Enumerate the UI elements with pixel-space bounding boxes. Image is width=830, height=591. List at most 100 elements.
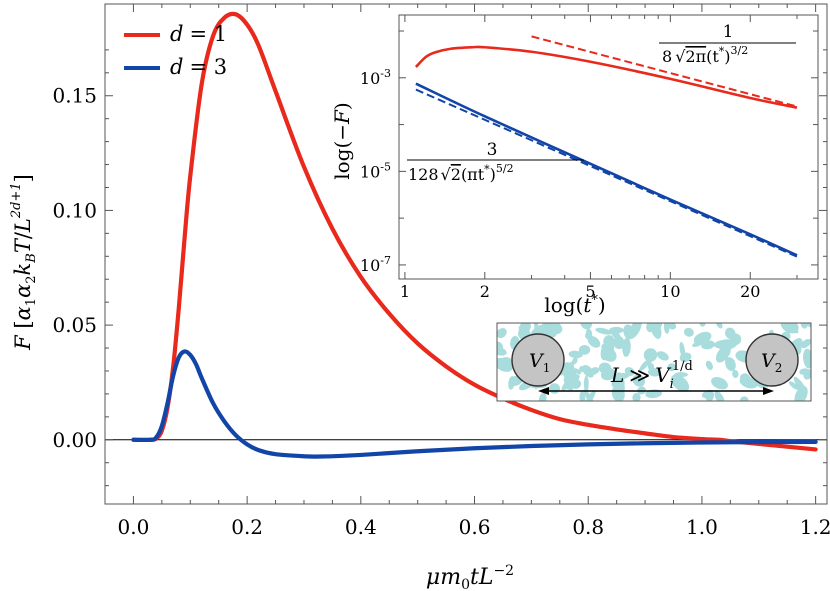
inset-y-axis-label: log(−F) (330, 102, 354, 180)
fluctuation-blob (670, 374, 690, 392)
inset-y-tick-label: 10-5 (360, 160, 391, 181)
main-x-tick-label: 0.4 (345, 515, 377, 539)
inset-d1-formula: 1 8 √2π(t*)3/2 (659, 22, 796, 66)
inset-y-tick-label: 10-7 (360, 254, 391, 275)
fluctuation-blob (800, 338, 811, 349)
fluctuation-blob (803, 348, 811, 369)
fluctuation-blob (632, 374, 646, 387)
fluctuation-blob (739, 396, 749, 401)
fluctuation-blob (533, 323, 539, 334)
inset-d1-asymptote (531, 35, 798, 108)
fluctuation-blob (667, 363, 676, 372)
fluctuation-blob (585, 331, 593, 340)
main-y-tick-label: 0.00 (52, 428, 97, 452)
fluctuation-blob (780, 323, 799, 334)
schematic: V1 V2 L ≫ Vi1/d (496, 322, 812, 402)
fluctuation-blob (565, 374, 580, 385)
fluctuation-blob (793, 376, 807, 394)
fluctuation-blob (579, 391, 586, 401)
inset-chart: 1 2 5 10 20 10-3 10-5 10-7 1 8 √2π(t*)3/2 3 128… (330, 14, 819, 317)
legend-label-d3: d = 3 (170, 55, 227, 79)
main-plot-frame (104, 3, 828, 505)
fluctuation-blob (639, 358, 651, 372)
series-d1-line (131, 11, 818, 452)
fluctuation-blob (568, 350, 583, 359)
main-x-tick-label: 0.8 (572, 515, 604, 539)
fluctuation-blob (715, 323, 723, 329)
main-y-tick-label: 0.10 (52, 198, 97, 222)
fluctuation-blob (704, 389, 715, 401)
inclusion-v2-label: V2 (761, 350, 782, 375)
fluctuation-blob (713, 339, 736, 349)
fluctuation-blob (632, 393, 641, 401)
fluctuation-blob (643, 348, 658, 362)
inclusion-v2 (745, 333, 799, 387)
main-y-tick-label: 0.05 (52, 313, 97, 337)
inset-x-axis-label: log(t*) (544, 293, 605, 317)
inset-y-ticks: 10-3 10-5 10-7 (360, 30, 818, 275)
fluctuation-blob (699, 323, 706, 327)
fluctuation-blob (574, 368, 582, 375)
fluctuation-blob (646, 323, 659, 333)
fluctuation-blob (601, 347, 617, 362)
fluctuation-blob (611, 385, 625, 401)
main-x-tick-label: 1.2 (800, 515, 830, 539)
fluctuation-blob (693, 331, 712, 345)
inclusion-v1-label: V1 (529, 350, 550, 375)
main-x-axis-label: μm0tL−2 (426, 563, 514, 591)
fluctuation-blob (788, 381, 800, 390)
fluctuation-blob (656, 351, 669, 361)
inclusion-v1 (511, 333, 565, 387)
inset-frame (398, 14, 819, 280)
main-y-tick-label: 0.15 (52, 84, 97, 108)
fluctuation-blob (497, 341, 504, 354)
fluctuation-blob (613, 335, 625, 350)
fluctuation-blob (582, 364, 594, 378)
fluctuation-blob (739, 376, 758, 389)
fluctuation-blob (508, 375, 515, 390)
fluctuation-blob (624, 367, 635, 376)
fluctuation-blob (683, 327, 694, 337)
fluctuation-blob (499, 357, 513, 367)
inset-d1-line (414, 45, 798, 109)
series-d3-line (131, 349, 818, 459)
main-y-axis-label: F [α1α2kBT/L2d+1] (9, 174, 39, 351)
main-x-tick-label: 0.2 (231, 515, 263, 539)
legend: d = 1 d = 3 (124, 22, 227, 79)
main-x-tick-label: 1.0 (686, 515, 718, 539)
fluctuation-blob (598, 362, 612, 374)
legend-label-d1: d = 1 (170, 22, 227, 46)
fluctuation-blob (497, 328, 507, 339)
fluctuation-blob (711, 377, 728, 390)
separation-label: L ≫ Vi1/d (610, 359, 693, 392)
main-series (131, 11, 818, 459)
fluctuation-blob (705, 360, 713, 371)
inset-x-ticks: 1 2 5 10 20 (400, 15, 798, 301)
fluctuation-blob (714, 390, 725, 401)
inset-d3-asymptote (415, 88, 798, 258)
inset-x-tick-label: 2 (480, 282, 490, 301)
svg-text:8√2π(t*)3/2: 8 √2π(t*)3/2 (662, 44, 748, 66)
inset-y-tick-label: 10-3 (360, 67, 391, 88)
fluctuation-blob (578, 344, 591, 355)
fluctuation-blob (538, 392, 547, 401)
fluctuation-blob (583, 375, 589, 393)
fluctuation-blob (732, 369, 739, 378)
main-y-ticks: 0.00 0.05 0.10 0.15 (52, 49, 827, 487)
fluctuation-blob (647, 368, 661, 377)
svg-text:1: 1 (723, 22, 734, 42)
fluctuation-blob (724, 357, 736, 372)
fluctuation-blob (663, 323, 670, 334)
fluctuation-blob (595, 327, 613, 335)
inset-d3-line (415, 82, 798, 257)
fluctuation-blob (587, 336, 601, 348)
inset-x-tick-label: 20 (740, 282, 760, 301)
main-x-tick-label: 0.6 (459, 515, 491, 539)
inset-x-tick-label: 10 (660, 282, 680, 301)
inset-d3-formula: 3 128 √2(πt*)5/2 (407, 140, 584, 184)
inset-x-tick-label: 1 (400, 282, 410, 301)
fluctuation-blob (572, 357, 578, 365)
svg-text:128√2(πt*)5/2: 128 √2(πt*)5/2 (408, 162, 514, 184)
fluctuation-blob (611, 380, 624, 390)
